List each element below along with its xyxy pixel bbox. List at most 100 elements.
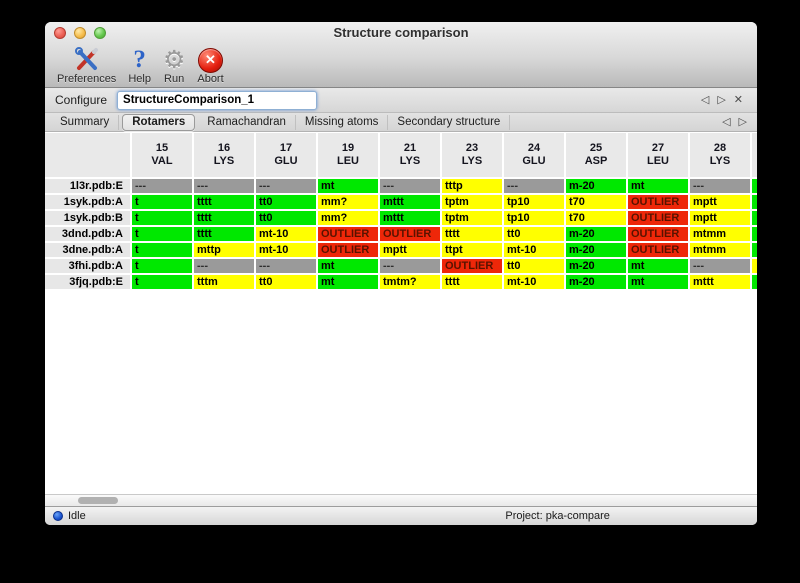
rotamer-cell[interactable]: tmtm? [380,275,440,289]
rotamer-cell[interactable]: --- [194,259,254,273]
rotamer-cell[interactable]: --- [256,179,316,193]
run-button[interactable]: ⚙ Run [157,47,191,86]
tab-summary[interactable]: Summary [51,114,120,130]
configure-prev-icon[interactable]: ◁ [700,94,710,106]
rotamer-cell[interactable]: mtmm [690,227,750,241]
rotamer-cell[interactable]: t [132,243,192,257]
column-header[interactable]: 23 LYS [442,133,502,177]
rotamer-cell[interactable]: OUTLIER [628,243,688,257]
tab-secondary-structure[interactable]: Secondary structure [388,114,511,130]
rotamer-cell[interactable]: tttt [442,227,502,241]
rotamer-cell-partial[interactable] [752,211,757,225]
rotamer-cell[interactable]: mtmm [690,243,750,257]
rotamer-cell[interactable]: tt0 [504,259,564,273]
tab-missing-atoms[interactable]: Missing atoms [296,114,389,130]
rotamer-cell[interactable]: t70 [566,195,626,209]
rotamer-cell[interactable]: ttpt [442,243,502,257]
rotamer-cell[interactable]: tttt [442,275,502,289]
rotamer-cell[interactable]: mttt [690,275,750,289]
rotamer-cell[interactable]: mt [628,259,688,273]
rotamer-cell[interactable]: t70 [566,211,626,225]
tab-prev-icon[interactable]: ◁ [722,116,731,128]
configure-name-input[interactable] [117,90,318,110]
rotamer-cell[interactable]: tttp [442,179,502,193]
rotamer-cell[interactable]: m-20 [566,275,626,289]
close-button[interactable] [54,27,66,39]
help-button[interactable]: ? Help [122,46,157,85]
rotamer-cell[interactable]: mptt [690,211,750,225]
rotamer-cell-partial[interactable] [752,243,757,257]
rotamer-cell[interactable]: mt [628,179,688,193]
column-header[interactable]: 27 LEU [628,133,688,177]
rotamer-cell[interactable]: --- [690,259,750,273]
rotamer-cell-partial[interactable] [752,227,757,241]
column-header[interactable]: 25 ASP [566,133,626,177]
rotamer-cell[interactable]: OUTLIER [628,195,688,209]
rotamer-cell-partial[interactable] [752,195,757,209]
rotamer-cell[interactable]: t [132,211,192,225]
rotamer-cell[interactable]: mt [318,179,378,193]
rotamer-cell[interactable]: mt [318,275,378,289]
row-label[interactable]: 1syk.pdb:B [45,211,130,225]
rotamer-cell[interactable]: mt-10 [256,227,316,241]
column-header[interactable]: 21 LYS [380,133,440,177]
rotamer-cell[interactable]: tttm [194,275,254,289]
rotamer-cell[interactable]: OUTLIER [380,227,440,241]
rotamer-cell[interactable]: --- [504,179,564,193]
configure-close-icon[interactable]: ✕ [733,94,743,106]
row-label[interactable]: 3dne.pdb:A [45,243,130,257]
column-header[interactable]: 19 LEU [318,133,378,177]
rotamer-cell[interactable]: OUTLIER [318,243,378,257]
rotamer-cell[interactable]: mttt [380,195,440,209]
row-label[interactable]: 1l3r.pdb:E [45,179,130,193]
rotamer-cell[interactable]: t [132,195,192,209]
rotamer-cell[interactable]: OUTLIER [442,259,502,273]
rotamer-cell-partial[interactable] [752,179,757,193]
rotamer-cell[interactable]: --- [380,259,440,273]
row-label[interactable]: 3fjq.pdb:E [45,275,130,289]
rotamer-cell[interactable]: tttt [194,211,254,225]
rotamer-cell[interactable]: mptt [690,195,750,209]
minimize-button[interactable] [74,27,86,39]
tab-next-icon[interactable]: ▷ [738,116,747,128]
horizontal-scrollbar-thumb[interactable] [78,497,118,504]
rotamer-cell[interactable]: mm? [318,211,378,225]
rotamer-cell[interactable]: mt-10 [256,243,316,257]
title-bar[interactable]: Structure comparison [45,22,757,44]
rotamer-cell[interactable]: m-20 [566,179,626,193]
rotamer-cell[interactable]: mptt [380,243,440,257]
rotamer-cell[interactable]: mttp [194,243,254,257]
rotamer-cell[interactable]: tttt [194,195,254,209]
row-label[interactable]: 1syk.pdb:A [45,195,130,209]
rotamer-cell[interactable]: OUTLIER [628,211,688,225]
configure-next-icon[interactable]: ▷ [717,94,726,106]
rotamer-cell[interactable]: m-20 [566,243,626,257]
tab-ramachandran[interactable]: Ramachandran [198,114,296,130]
rotamer-cell[interactable]: --- [690,179,750,193]
rotamer-cell[interactable]: mt [628,275,688,289]
rotamer-cell[interactable]: tt0 [256,211,316,225]
rotamer-cell[interactable]: mttt [380,211,440,225]
tab-rotamers[interactable]: Rotamers [122,113,196,131]
rotamer-cell[interactable]: tttt [194,227,254,241]
row-label[interactable]: 3fhi.pdb:A [45,259,130,273]
rotamer-cell[interactable]: mt [318,259,378,273]
column-header[interactable]: 15 VAL [132,133,192,177]
rotamer-cell[interactable]: m-20 [566,259,626,273]
preferences-button[interactable]: Preferences [51,47,122,85]
column-header[interactable]: 28 LYS [690,133,750,177]
rotamer-cell[interactable]: mm? [318,195,378,209]
row-label[interactable]: 3dnd.pdb:A [45,227,130,241]
rotamer-cell[interactable]: --- [256,259,316,273]
rotamer-cell[interactable]: tt0 [256,195,316,209]
zoom-button[interactable] [94,27,106,39]
column-header[interactable]: 24 GLU [504,133,564,177]
rotamer-cell-partial[interactable] [752,275,757,289]
rotamer-cell[interactable]: --- [132,179,192,193]
rotamer-cell[interactable]: t [132,275,192,289]
rotamer-cell[interactable]: t [132,227,192,241]
rotamer-cell[interactable]: --- [194,179,254,193]
column-header[interactable]: 17 GLU [256,133,316,177]
rotamer-cell[interactable]: OUTLIER [318,227,378,241]
rotamer-cell[interactable]: mt-10 [504,243,564,257]
